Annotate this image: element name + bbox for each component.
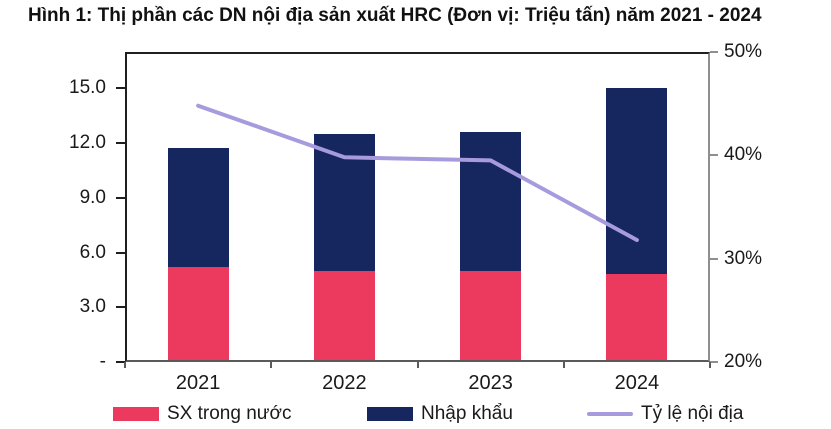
right-axis-tick-label: 20% — [724, 351, 763, 372]
left-axis-tick-label: 3.0 — [79, 296, 106, 318]
left-axis-tick — [116, 251, 125, 254]
left-axis-tick-label: 12.0 — [69, 132, 106, 154]
right-axis-tick — [710, 361, 718, 363]
left-axis-tick — [116, 361, 125, 363]
ty-le-noi-dia-line — [196, 103, 639, 242]
chart-title: Hình 1: Thị phần các DN nội địa sản xuất… — [28, 5, 762, 26]
right-axis-tick-label: 30% — [724, 247, 763, 269]
ratio-line-series — [196, 103, 639, 242]
legend-label: Tỷ lệ nội địa — [641, 403, 744, 424]
right-axis-tick — [710, 257, 718, 260]
x-axis-label-2021: 2021 — [175, 372, 221, 394]
right-axis-tick — [710, 51, 718, 53]
x-axis-tick — [709, 362, 711, 368]
x-axis-tick — [562, 362, 565, 368]
x-axis-label-2023: 2023 — [468, 372, 513, 394]
x-axis-tick — [416, 362, 419, 368]
legend-item-ty-le-noi-dia: Tỷ lệ nội địa — [587, 401, 743, 427]
right-axis-tick-label: 50% — [724, 41, 763, 62]
right-axis-tick-label: 40% — [724, 144, 763, 166]
legend-item-nhap-khau: Nhập khẩu — [367, 401, 513, 427]
x-axis-label-2024: 2024 — [614, 372, 660, 394]
bar-2024-sx-trong-nuoc — [606, 274, 668, 360]
plot-area — [125, 52, 710, 362]
x-axis-tick — [270, 362, 273, 368]
right-axis-tick — [710, 154, 718, 157]
bar-2021-sx-trong-nuoc — [167, 267, 229, 360]
chart-legend: SX trong nước Nhập khẩu Tỷ lệ nội địa — [0, 401, 831, 427]
left-axis-tick-label: 9.0 — [79, 186, 106, 208]
legend-line-swatch-icon — [587, 412, 633, 416]
legend-label: SX trong nước — [167, 403, 292, 424]
bar-2024-nhap-khau — [606, 88, 668, 275]
left-axis-tick-label: - — [99, 351, 106, 372]
legend-label: Nhập khẩu — [421, 403, 513, 424]
left-axis-tick — [116, 306, 125, 309]
x-axis-tick — [124, 362, 126, 368]
bar-2021-nhap-khau — [167, 148, 229, 267]
left-axis-tick — [116, 87, 125, 90]
left-axis-tick-label: 6.0 — [79, 241, 106, 263]
legend-color-swatch-icon — [367, 407, 413, 421]
left-axis-tick-label: 15.0 — [69, 77, 106, 99]
bar-2023-nhap-khau — [460, 132, 522, 271]
bar-2022-sx-trong-nuoc — [313, 270, 375, 360]
left-axis-tick — [116, 196, 125, 199]
x-axis-label-2022: 2022 — [322, 372, 367, 394]
legend-color-swatch-icon — [113, 407, 159, 421]
legend-item-sx-trong-nuoc: SX trong nước — [113, 401, 291, 427]
left-axis-tick — [116, 142, 125, 145]
bar-2023-sx-trong-nuoc — [460, 270, 522, 360]
